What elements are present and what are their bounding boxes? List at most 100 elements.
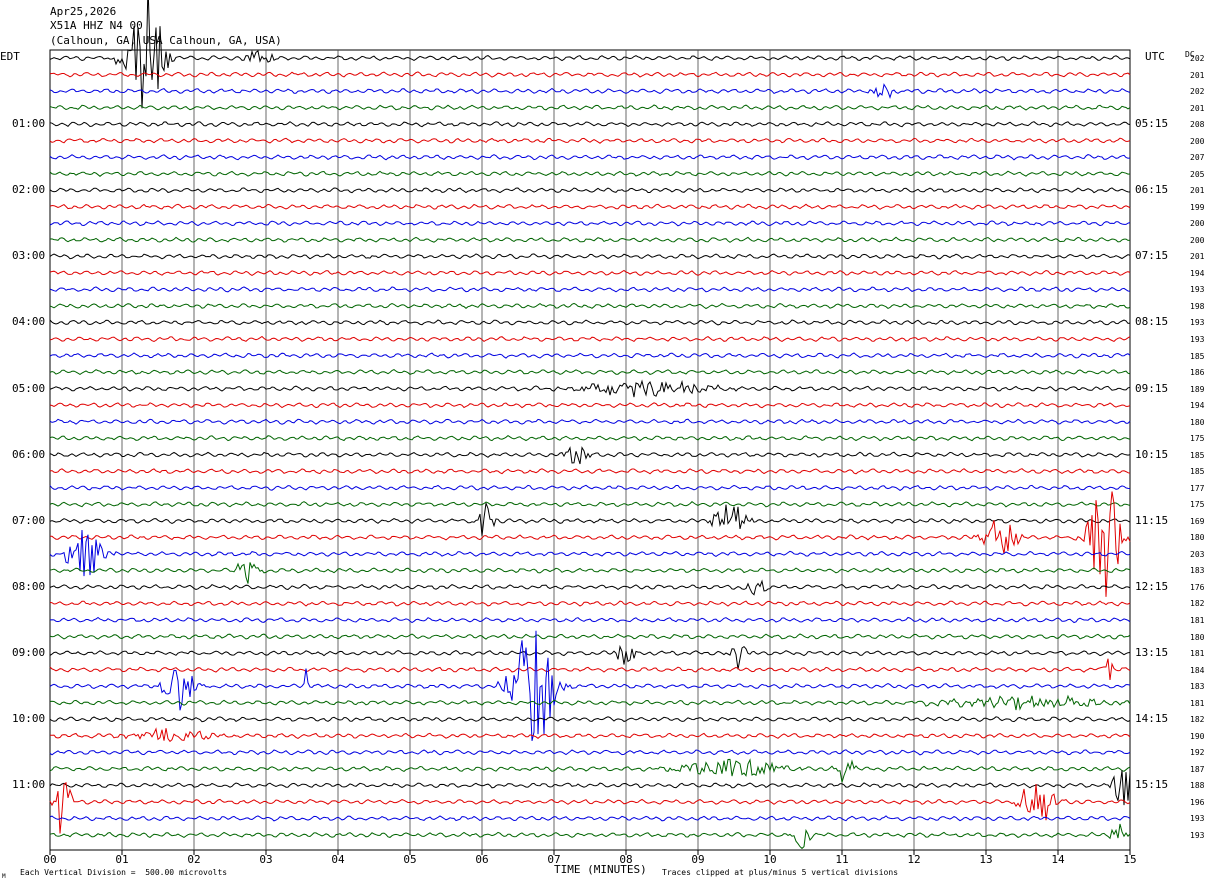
trace-line <box>49 716 1131 723</box>
trace-line <box>49 121 1131 128</box>
x-tick-label: 05 <box>403 853 416 866</box>
trace-line <box>49 236 1131 243</box>
dc-offset-label: 185 <box>1190 351 1205 361</box>
dc-offset-label: 183 <box>1190 566 1205 576</box>
trace-line <box>49 418 1131 425</box>
trace-line <box>49 781 1131 834</box>
right-hour-label: 13:15 <box>1135 646 1169 660</box>
dc-offset-label: 185 <box>1190 450 1205 460</box>
trace-line <box>49 104 1131 111</box>
dc-offset-label: 190 <box>1190 731 1205 741</box>
dc-offset-label: 183 <box>1190 682 1205 692</box>
dc-offset-label: 180 <box>1190 417 1205 427</box>
trace-line <box>49 815 1131 822</box>
left-hour-label: 08:00 <box>12 579 46 593</box>
trace-line <box>49 269 1131 276</box>
dc-offset-label: 201 <box>1190 103 1205 113</box>
time-grid <box>49 49 1131 851</box>
x-tick-label: 10 <box>763 853 776 866</box>
trace-line <box>49 658 1131 681</box>
trace-line <box>49 286 1131 293</box>
trace-line <box>49 503 1131 536</box>
trace-line <box>49 501 1131 508</box>
x-tick-label: 12 <box>907 853 920 866</box>
trace-line <box>49 203 1131 210</box>
x-tick-label: 07 <box>547 853 560 866</box>
right-hour-label: 12:15 <box>1135 579 1169 593</box>
left-hour-label: 11:00 <box>12 778 46 792</box>
dc-offset-label: 202 <box>1190 54 1205 63</box>
trace-line <box>49 0 1131 109</box>
right-hour-label: 10:15 <box>1135 447 1169 461</box>
right-hour-label: 05:15 <box>1135 117 1169 131</box>
dc-heading: DC <box>1185 50 1195 59</box>
scale-note: Each Vertical Division = 500.00 microvol… <box>20 868 228 877</box>
trace-line <box>49 529 1131 577</box>
dc-offset-label: 186 <box>1190 368 1205 378</box>
trace-line <box>49 71 1131 78</box>
x-tick-label: 08 <box>619 853 632 866</box>
dc-offset-label: 199 <box>1190 202 1205 212</box>
trace-line <box>49 253 1131 260</box>
dc-offset-label: 201 <box>1190 252 1205 262</box>
plot-frame <box>49 49 1131 851</box>
x-axis-label: TIME (MINUTES) <box>554 863 647 876</box>
dc-offset-label: 200 <box>1190 219 1205 229</box>
dc-offset-label: 181 <box>1190 698 1205 708</box>
x-tick-label: 15 <box>1123 853 1136 866</box>
dc-offset-label: 196 <box>1190 797 1205 807</box>
header-station: X51A HHZ N4 00 <box>50 19 143 32</box>
trace-line <box>49 633 1131 640</box>
trace-line <box>49 630 1131 742</box>
x-axis-ticks: 00 01 02 03 04 05 06 07 08 09 10 11 12 13 14 15 <box>43 850 1137 866</box>
trace-line <box>49 727 1131 743</box>
left-timezone-label: EDT <box>0 50 20 63</box>
dc-offset-label: 193 <box>1190 814 1205 824</box>
x-tick-label: 11 <box>835 853 848 866</box>
right-hour-label: 06:15 <box>1135 183 1169 197</box>
dc-offset-label: 187 <box>1190 764 1205 774</box>
trace-line <box>49 137 1131 144</box>
trace-line <box>49 83 1131 99</box>
dc-offset-label: 208 <box>1190 120 1205 130</box>
right-hour-label: 15:15 <box>1135 778 1169 792</box>
trace-line <box>49 402 1131 409</box>
left-hour-label: 01:00 <box>12 117 46 131</box>
dc-offset-label: 175 <box>1190 500 1205 510</box>
right-hour-label: 14:15 <box>1135 712 1169 726</box>
trace-line <box>49 749 1131 756</box>
dc-offset-label: 200 <box>1190 136 1205 146</box>
dc-offset-label: 193 <box>1190 285 1205 295</box>
trace-line <box>49 484 1131 492</box>
left-hour-label: 04:00 <box>12 315 46 329</box>
dc-offset-label: 184 <box>1190 665 1205 675</box>
left-hour-label: 03:00 <box>12 249 46 263</box>
dc-offset-label: 193 <box>1190 830 1205 840</box>
dc-offset-label: 201 <box>1190 70 1205 80</box>
trace-line <box>49 319 1131 326</box>
seismic-traces <box>49 0 1131 850</box>
left-hour-label: 09:00 <box>12 646 46 660</box>
trace-line <box>49 468 1131 475</box>
x-tick-label: 13 <box>979 853 992 866</box>
dc-offset-label: 176 <box>1190 582 1205 592</box>
x-tick-label: 03 <box>259 853 272 866</box>
dc-offset-label: 202 <box>1190 87 1205 97</box>
dc-offset-label: 180 <box>1190 533 1205 543</box>
trace-line <box>49 644 1131 670</box>
corner-mark: M <box>2 873 6 880</box>
trace-line <box>49 823 1131 850</box>
trace-line <box>49 562 1131 584</box>
trace-line <box>49 770 1131 806</box>
trace-line <box>49 434 1131 442</box>
dc-offset-label: 200 <box>1190 235 1205 245</box>
right-hour-label: 07:15 <box>1135 249 1169 263</box>
left-hour-label: 07:00 <box>12 513 46 527</box>
dc-offset-label: 188 <box>1190 781 1205 791</box>
dc-offset-label: 205 <box>1190 169 1205 179</box>
trace-line <box>49 170 1131 177</box>
x-tick-label: 14 <box>1051 853 1065 866</box>
dc-offset-label: 181 <box>1190 649 1205 659</box>
dc-offset-label: 194 <box>1190 401 1205 411</box>
